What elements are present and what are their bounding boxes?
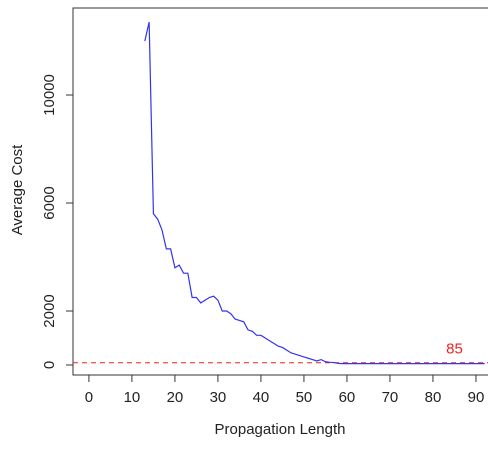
x-tick-label: 90 xyxy=(468,389,485,406)
reference-label: 85 xyxy=(446,341,463,358)
x-tick-label: 10 xyxy=(124,389,141,406)
x-tick-label: 80 xyxy=(425,389,442,406)
y-axis-label: Average Cost xyxy=(9,144,26,235)
x-tick-label: 0 xyxy=(85,389,93,406)
x-tick-label: 70 xyxy=(382,389,399,406)
y-tick-label: 2000 xyxy=(41,294,58,327)
y-tick-label: 6000 xyxy=(41,186,58,219)
x-tick-label: 40 xyxy=(253,389,270,406)
plot-frame xyxy=(72,7,488,376)
x-tick-label: 20 xyxy=(167,389,184,406)
data-line xyxy=(144,21,485,365)
y-tick-label: 0 xyxy=(41,361,58,369)
x-tick-label: 60 xyxy=(339,389,356,406)
x-axis-label: Propagation Length xyxy=(215,421,346,438)
x-tick-label: 50 xyxy=(296,389,313,406)
x-tick-label: 30 xyxy=(210,389,227,406)
y-tick-label: 10000 xyxy=(41,74,58,116)
